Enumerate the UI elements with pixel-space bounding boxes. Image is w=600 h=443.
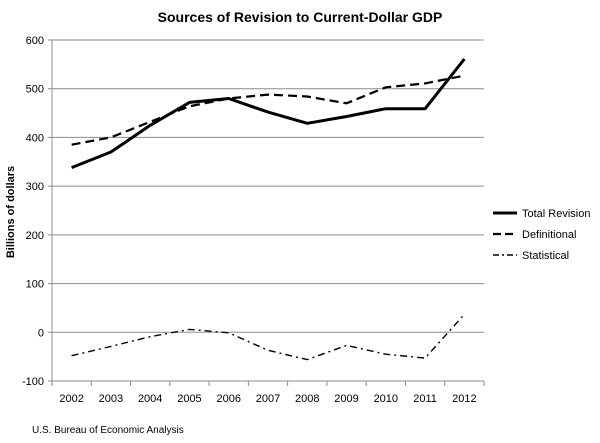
y-tick-label: 600 — [26, 35, 44, 47]
y-tick-label: 100 — [26, 279, 44, 291]
x-tick-label: 2002 — [59, 393, 83, 405]
x-tick-label: 2005 — [177, 393, 201, 405]
x-tick-label: 2009 — [334, 393, 358, 405]
series-line-definitional — [71, 74, 465, 146]
x-tick-label: 2004 — [138, 393, 162, 405]
series-lines — [71, 58, 466, 361]
legend-label: Definitional — [522, 229, 576, 241]
y-tick-label: 400 — [26, 132, 44, 144]
x-tick-label: 2008 — [295, 393, 319, 405]
x-tick-label: 2012 — [452, 393, 476, 405]
series-line-total-revision — [71, 58, 466, 169]
y-tick-label: 0 — [38, 327, 44, 339]
chart-title: Sources of Revision to Current-Dollar GD… — [157, 9, 443, 25]
x-tick-label: 2010 — [374, 393, 398, 405]
y-tick-label: 300 — [26, 181, 44, 193]
legend-label: Statistical — [522, 250, 569, 262]
y-tick-label: -100 — [22, 376, 44, 388]
y-tick-label: 200 — [26, 230, 44, 242]
x-tick-label: 2006 — [216, 393, 240, 405]
legend-label: Total Revision — [522, 208, 590, 220]
source-note: U.S. Bureau of Economic Analysis — [32, 425, 184, 436]
series-line-statistical — [71, 313, 465, 361]
gridlines — [52, 39, 484, 333]
x-tick-label: 2007 — [256, 393, 280, 405]
x-tick-label: 2011 — [413, 393, 437, 405]
x-tick-label: 2003 — [99, 393, 123, 405]
legend: Total Revision Definitional Statistical — [493, 208, 590, 262]
axes: -100 0 100 200 300 400 500 600 2002 2003 2004 2005 2… — [22, 35, 485, 405]
y-axis-title: Billions of dollars — [5, 166, 17, 258]
y-tick-label: 500 — [26, 84, 44, 96]
